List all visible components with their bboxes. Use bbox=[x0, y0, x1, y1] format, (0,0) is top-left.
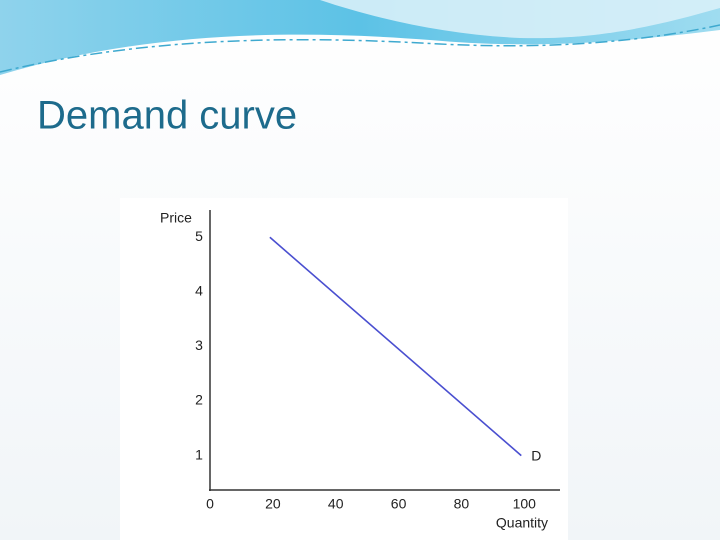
x-tick-label: 80 bbox=[454, 496, 470, 512]
x-axis-title: Quantity bbox=[496, 515, 548, 531]
slide-title: Demand curve bbox=[37, 94, 297, 138]
y-axis-title: Price bbox=[160, 210, 192, 226]
x-tick-label: 100 bbox=[513, 496, 537, 512]
y-tick-label: 4 bbox=[195, 283, 203, 299]
x-tick-label: 40 bbox=[328, 496, 344, 512]
x-tick-label: 0 bbox=[206, 496, 214, 512]
y-tick-label: 3 bbox=[195, 337, 203, 353]
demand-line bbox=[269, 236, 522, 457]
header-wave-light bbox=[320, 0, 720, 39]
series-label: D bbox=[531, 447, 541, 463]
y-tick-label: 1 bbox=[195, 446, 203, 462]
y-tick-label: 5 bbox=[195, 228, 203, 244]
x-tick-label: 60 bbox=[391, 496, 407, 512]
x-tick-label: 20 bbox=[265, 496, 281, 512]
y-tick-label: 2 bbox=[195, 392, 203, 408]
header-dashed-line bbox=[0, 24, 720, 73]
chart-area bbox=[120, 198, 568, 540]
